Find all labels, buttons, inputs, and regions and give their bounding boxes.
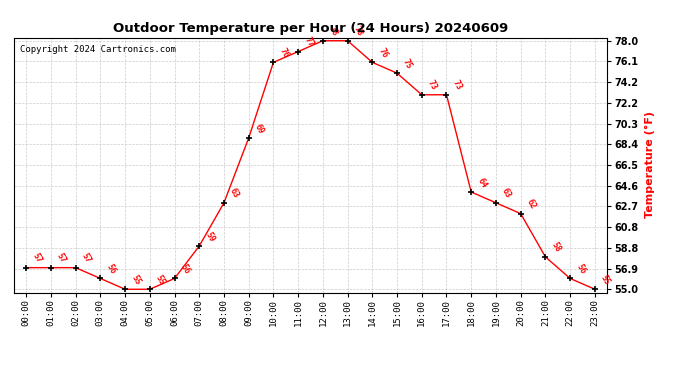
Title: Outdoor Temperature per Hour (24 Hours) 20240609: Outdoor Temperature per Hour (24 Hours) … [113, 22, 508, 35]
Text: 78: 78 [352, 25, 364, 38]
Text: 55: 55 [129, 273, 142, 286]
Text: 58: 58 [549, 241, 562, 254]
Text: 59: 59 [204, 230, 216, 243]
Text: 69: 69 [253, 122, 266, 135]
Text: 73: 73 [426, 79, 439, 92]
Text: 75: 75 [401, 57, 414, 70]
Text: 57: 57 [30, 252, 43, 265]
Text: 73: 73 [451, 79, 464, 92]
Text: 57: 57 [55, 252, 68, 265]
Text: 77: 77 [302, 36, 315, 49]
Text: 76: 76 [377, 46, 389, 60]
Text: 78: 78 [327, 25, 339, 38]
Text: 63: 63 [228, 187, 241, 200]
Text: 62: 62 [525, 198, 538, 211]
Text: 56: 56 [104, 262, 117, 276]
Text: 63: 63 [500, 187, 513, 200]
Text: 57: 57 [80, 252, 92, 265]
Text: Copyright 2024 Cartronics.com: Copyright 2024 Cartronics.com [20, 45, 176, 54]
Text: 64: 64 [475, 176, 488, 189]
Text: 76: 76 [277, 46, 290, 60]
Text: 55: 55 [154, 273, 167, 286]
Y-axis label: Temperature (°F): Temperature (°F) [645, 111, 656, 219]
Text: 55: 55 [599, 273, 612, 286]
Text: 56: 56 [574, 262, 587, 276]
Text: 56: 56 [179, 262, 191, 276]
